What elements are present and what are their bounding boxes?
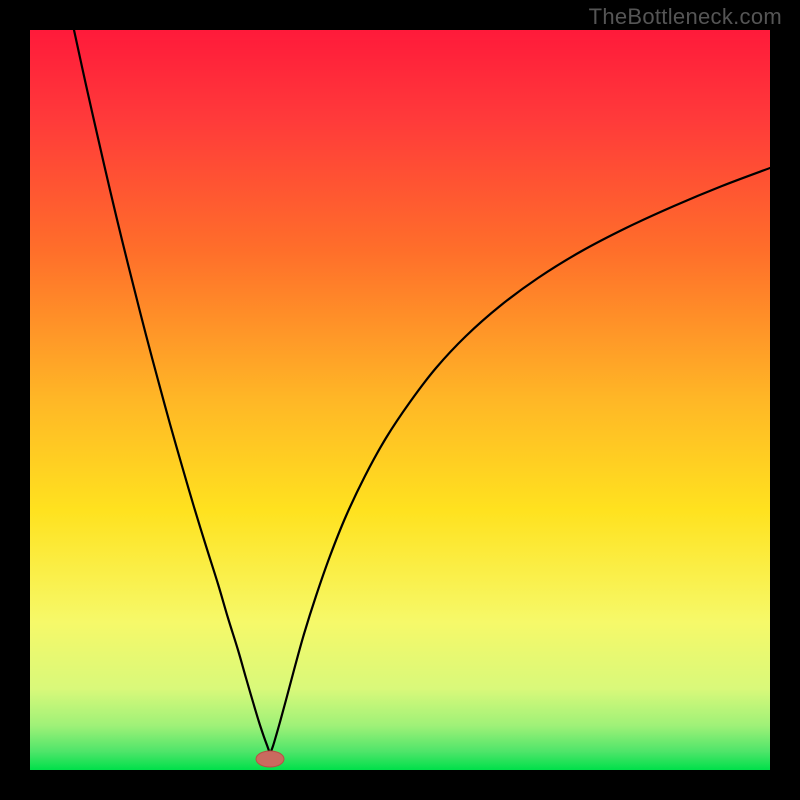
gradient-background [30, 30, 770, 770]
plot-area [30, 30, 770, 770]
optimum-marker [256, 751, 284, 767]
chart-container: TheBottleneck.com [0, 0, 800, 800]
watermark-text: TheBottleneck.com [589, 4, 782, 30]
